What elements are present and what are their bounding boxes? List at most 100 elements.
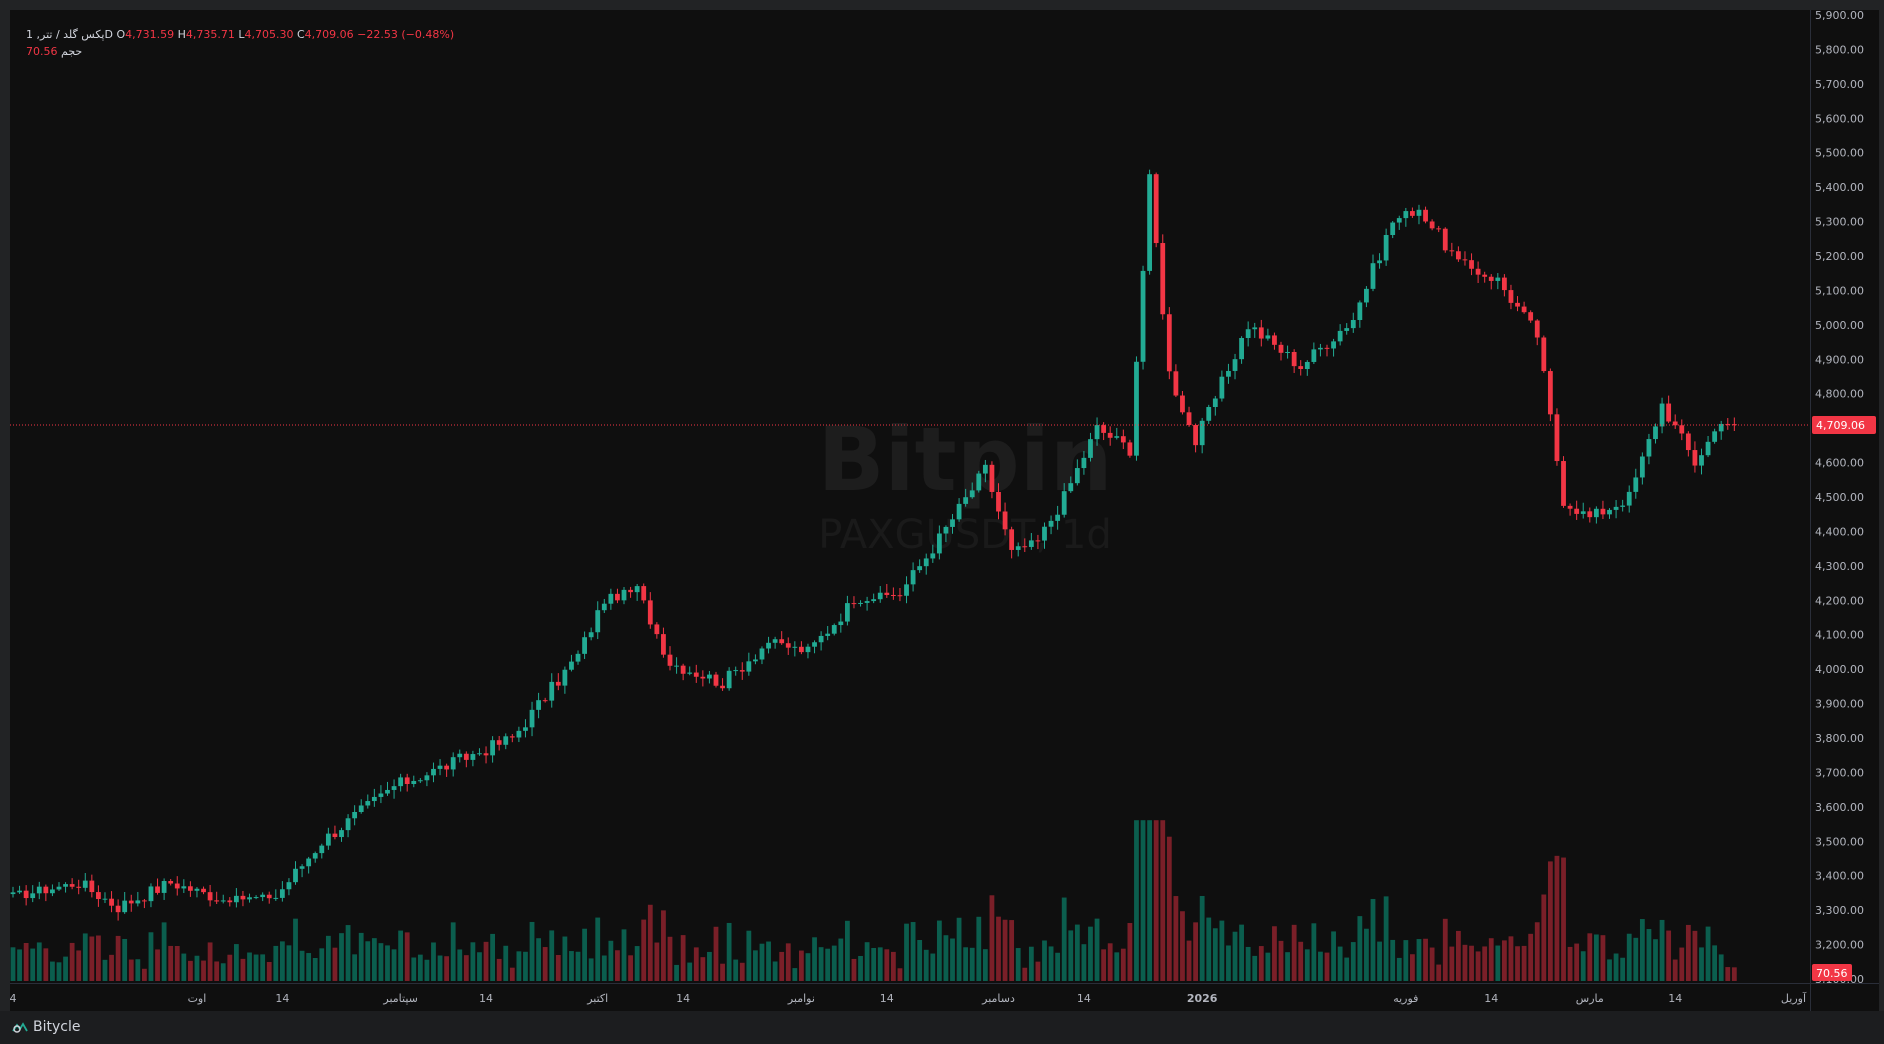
legend-high-label: H [177,28,186,41]
candle-body [431,768,436,776]
candle-body [260,894,266,898]
candle-body [969,490,975,498]
candle-body [982,464,988,474]
last-price-label: 4,709.06 [1816,419,1865,432]
volume-bar [1705,926,1711,981]
volume-bar [201,960,206,981]
volume-bar [982,949,988,981]
price-tick-label: 4,900.00 [1815,353,1864,366]
candle-body [1469,260,1474,269]
volume-bar [588,958,594,981]
last-volume-tag [1812,964,1852,981]
volume-bar [1265,952,1271,981]
volume-bar [746,930,752,981]
time-axis[interactable]: 4 اوت 14 سپتامبر 14 اکتبر 14 نوامبر 14 دسامبر 14 20… [10,983,1810,1012]
volume-bar [582,928,587,981]
volume-bar [155,949,160,981]
volume-bar [96,935,101,981]
candle-body [1396,218,1402,223]
candle-body [1028,540,1034,547]
candle-body [575,653,581,662]
volume-bar [332,947,338,981]
volume-bar [1166,836,1172,981]
price-axis[interactable]: 5,900.00 5,800.00 5,700.00 5,600.00 5,500.00… [1810,10,1879,983]
brand-logo[interactable]: Bitycle [12,1019,80,1035]
volume-bar [1607,959,1612,981]
candle-body [693,672,699,677]
volume-bar [273,945,279,981]
volume-bar [529,921,535,981]
candle-body [142,900,147,902]
volume-bar [1501,940,1507,981]
volume-bar [1626,933,1632,981]
volume-bar [1160,820,1166,981]
candle-body [680,665,686,674]
volume-bar [187,960,193,981]
volume-bar [1561,857,1566,981]
candle-body [50,889,55,894]
volume-bar [936,920,942,981]
volume-bar [1173,896,1179,981]
legend-symbol[interactable]: پکس گلد / تتر, 1D [26,28,113,41]
volume-bar [1002,919,1008,981]
volume-bar [194,955,200,981]
volume-bar [135,959,141,981]
volume-bar [562,936,568,981]
candle-body [1653,426,1658,440]
candle-body [1567,505,1573,509]
candle-body [352,812,358,819]
candle-body [319,845,325,854]
candle-body [299,866,305,869]
candle-body [864,601,870,603]
candle-body [1088,439,1093,458]
volume-bar [700,957,706,981]
candle-body [17,890,22,893]
candle-body [792,646,798,648]
volume-bar [1383,896,1389,981]
volume-bar [707,951,712,981]
volume-bar [1344,957,1350,981]
candle-body [641,586,647,601]
volume-bar [247,952,252,981]
candlestick-plot[interactable] [10,10,1810,983]
volume-bar [1015,948,1021,981]
price-tick-label: 4,400.00 [1815,525,1864,538]
volume-bar [279,941,285,981]
candle-body [700,676,706,679]
candle-body [496,740,502,745]
volume-bar [142,968,147,981]
volume-bar [23,942,29,981]
volume-bar [1357,916,1363,981]
volume-bar [299,950,305,981]
volume-bar [713,926,719,981]
volume-bar [1574,943,1580,981]
candle-body [1140,270,1146,362]
candle-body [1074,468,1080,484]
ohlc-legend: پکس گلد / تتر, 1D O4,731.59 H4,735.71 L4… [26,26,454,60]
chart-pane[interactable]: Bitpin PAXGUSDT, 1d پکس گلد / تتر, 1D O4… [10,10,1810,983]
time-tick-label: 14 [275,992,289,1005]
volume-bar [371,938,377,981]
candle-body [1672,421,1678,426]
volume-bar [1252,955,1258,981]
candle-body [1232,359,1238,371]
candle-body [286,882,292,890]
candle-body [312,853,318,859]
volume-bar [601,955,607,981]
time-tick-label: 4 [10,992,17,1005]
volume-bar [1245,946,1251,981]
legend-volume-label[interactable]: حجم [61,45,83,58]
volume-bar [1508,936,1514,981]
volume-bar [1186,940,1192,981]
candle-body [135,900,141,904]
candle-body [1725,423,1731,425]
candle-body [844,603,850,622]
volume-bar [398,930,404,981]
volume-bar [1442,918,1448,981]
volume-bar [240,958,246,981]
volume-bar [615,950,620,981]
volume-bar [733,959,739,981]
volume-bar [1653,939,1658,981]
volume-bar [897,968,903,981]
candle-body [161,881,167,893]
